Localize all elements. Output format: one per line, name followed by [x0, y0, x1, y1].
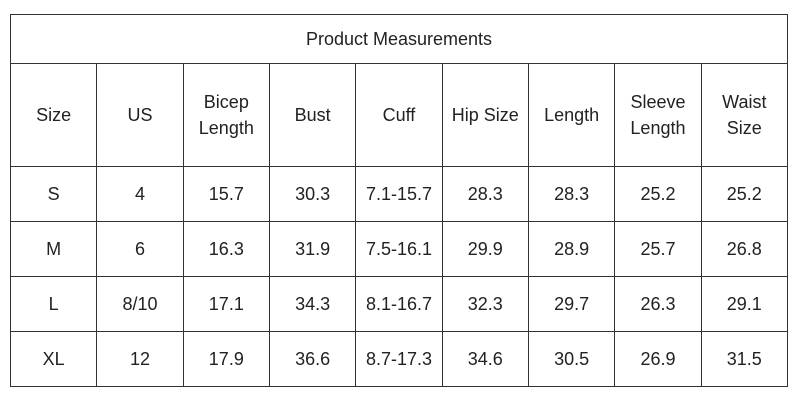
data-cell: 25.7: [614, 221, 702, 277]
data-cell: 34.3: [268, 276, 357, 332]
data-cell: 30.3: [268, 166, 357, 222]
header-cell: Length: [527, 63, 616, 167]
header-cell: US: [96, 63, 184, 167]
header-cell: Waist Size: [700, 63, 789, 167]
data-cell: 29.7: [527, 276, 616, 332]
header-line: Sleeve: [630, 92, 686, 112]
data-cell: 8.1-16.7: [355, 276, 443, 332]
data-cell: 31.5: [700, 331, 789, 387]
data-cell: 8/10: [96, 276, 184, 332]
data-row: S 4 15.7 30.3 7.1-15.7 28.3 28.3 25.2 25.2: [9, 166, 789, 222]
header-cell: Bust: [268, 63, 357, 167]
data-cell: 36.6: [268, 331, 357, 387]
data-cell: 31.9: [268, 221, 357, 277]
data-cell: 29.9: [441, 221, 529, 277]
data-cell: 34.6: [441, 331, 529, 387]
header-line: Size: [726, 118, 762, 138]
data-cell: 16.3: [182, 221, 270, 277]
data-cell: 28.9: [527, 221, 616, 277]
data-cell: 15.7: [182, 166, 270, 222]
table-title: Product Measurements: [10, 14, 788, 64]
data-cell: 17.1: [182, 276, 270, 332]
data-cell: 29.1: [700, 276, 789, 332]
header-cell: Hip Size: [441, 63, 529, 167]
header-cell: Sleeve Length: [614, 63, 702, 167]
header-row: Size US Bicep Length Bust Cuff Hip Size Length S…: [9, 63, 789, 167]
data-row: XL 12 17.9 36.6 8.7-17.3 34.6 30.5 26.9 31.5: [9, 331, 789, 387]
data-cell: 8.7-17.3: [355, 331, 443, 387]
data-cell: 26.3: [614, 276, 702, 332]
data-cell: 4: [96, 166, 184, 222]
title-row: Product Measurements: [10, 14, 788, 64]
header-cell: Size: [9, 63, 98, 167]
data-cell: 25.2: [614, 166, 702, 222]
header-line: Length: [630, 118, 686, 138]
header-line: Hip Size: [451, 105, 519, 125]
header-line: Size: [36, 105, 72, 125]
data-cell: 26.8: [700, 221, 789, 277]
data-cell: 30.5: [527, 331, 616, 387]
data-cell: L: [9, 276, 98, 332]
data-cell: 25.2: [700, 166, 789, 222]
data-cell: 32.3: [441, 276, 529, 332]
header-line: Bust: [294, 105, 331, 125]
data-cell: 26.9: [614, 331, 702, 387]
data-cell: 28.3: [441, 166, 529, 222]
data-cell: 7.5-16.1: [355, 221, 443, 277]
header-line: Cuff: [382, 105, 416, 125]
header-line: Length: [198, 118, 254, 138]
header-line: Bicep: [203, 92, 249, 112]
data-cell: 7.1-15.7: [355, 166, 443, 222]
data-cell: 17.9: [182, 331, 270, 387]
data-cell: S: [9, 166, 98, 222]
data-row: L 8/10 17.1 34.3 8.1-16.7 32.3 29.7 26.3 29.1: [9, 276, 789, 332]
measurements-table: Product Measurements Size US Bicep Length Bu…: [9, 14, 789, 387]
data-row: M 6 16.3 31.9 7.5-16.1 29.9 28.9 25.7 26.8: [9, 221, 789, 277]
data-cell: 28.3: [527, 166, 616, 222]
header-line: US: [127, 105, 153, 125]
data-cell: M: [9, 221, 98, 277]
header-line: Waist: [722, 92, 767, 112]
header-cell: Bicep Length: [182, 63, 270, 167]
data-cell: 6: [96, 221, 184, 277]
data-cell: 12: [96, 331, 184, 387]
header-line: Length: [544, 105, 600, 125]
data-cell: XL: [9, 331, 98, 387]
header-cell: Cuff: [355, 63, 443, 167]
